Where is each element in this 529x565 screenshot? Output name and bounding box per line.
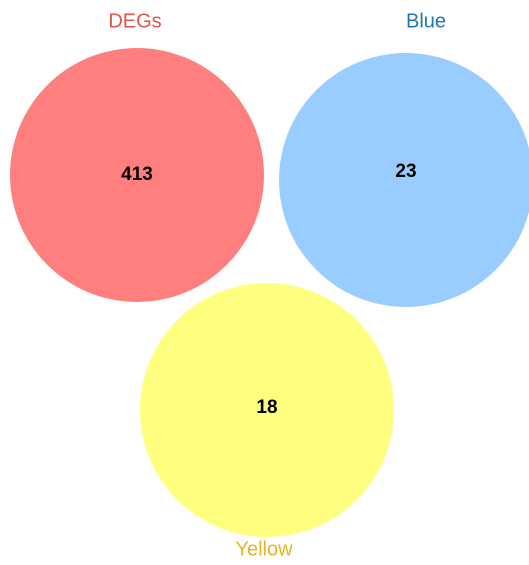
set-label: DEGs xyxy=(108,10,161,32)
set-circle xyxy=(10,48,264,302)
set-count: 23 xyxy=(395,161,416,182)
set-count: 18 xyxy=(256,397,277,418)
set-label: Yellow xyxy=(235,538,293,560)
set-circle xyxy=(140,283,394,537)
set-circle xyxy=(279,53,529,307)
set-label: Blue xyxy=(406,10,446,32)
set-count: 413 xyxy=(121,164,153,185)
